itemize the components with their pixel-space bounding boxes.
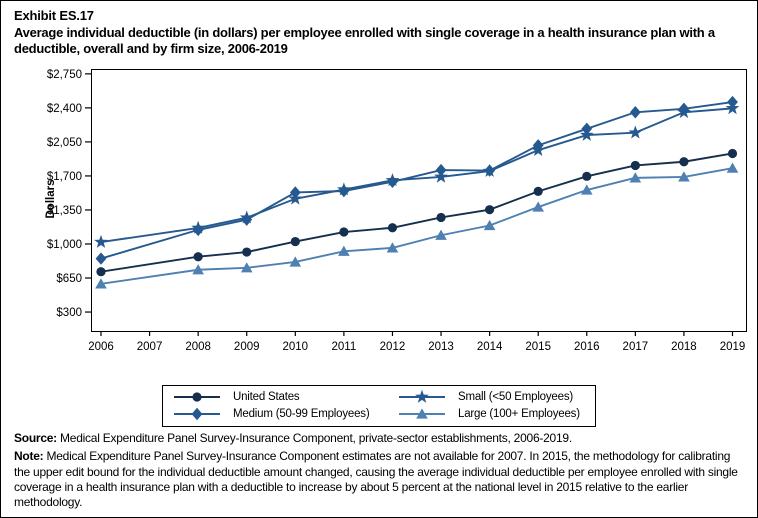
circle-marker [582, 171, 592, 181]
y-tick-label: $2,400 [47, 103, 82, 115]
triangle-up-marker [240, 262, 253, 273]
x-tick-label: 2013 [428, 341, 454, 353]
note-text: Medical Expenditure Panel Survey-Insuran… [14, 449, 738, 510]
legend-label: Medium (50-99 Employees) [233, 408, 370, 420]
x-tick-label: 2008 [185, 341, 211, 353]
circle-marker [679, 157, 689, 167]
diamond-marker [435, 163, 447, 177]
triangle-up-marker [629, 172, 642, 183]
x-tick-label: 2019 [720, 341, 746, 353]
star-marker [94, 234, 108, 248]
star-marker [628, 125, 643, 139]
circle-marker [193, 252, 203, 262]
x-tick-label: 2011 [332, 341, 357, 353]
circle-marker [630, 160, 640, 171]
diamond-marker [678, 102, 690, 116]
triangle-up-marker [289, 256, 302, 267]
diamond-marker [338, 184, 350, 198]
line-chart: $300 $650 $1,000 $1,350 $1,700 $2,050 $2,400 $2… [47, 69, 747, 353]
diamond-legend-icon [174, 407, 220, 421]
circle-marker [436, 212, 446, 223]
circle-marker [290, 236, 300, 247]
legend-item-small-50-employees: Small (<50 Employees) [398, 389, 583, 405]
source-label: Source: [14, 431, 57, 445]
triangle-up-marker [192, 264, 204, 275]
footer-block: Source: Medical Expenditure Panel Survey… [14, 431, 745, 511]
x-tick-label: 2007 [137, 341, 163, 353]
source-text: Medical Expenditure Panel Survey-Insuran… [60, 431, 572, 445]
triangle-up-marker [726, 162, 739, 173]
diamond-marker [387, 175, 398, 188]
circle-marker [485, 205, 495, 215]
triangle-up-marker [435, 229, 447, 240]
diamond-marker [484, 164, 496, 177]
y-tick-label: $1,700 [47, 171, 82, 183]
diamond-marker [532, 139, 544, 152]
circle-marker [727, 148, 738, 159]
title-block: Exhibit ES.17 Average individual deducti… [14, 8, 749, 58]
triangle-up-marker [580, 184, 593, 195]
y-tick-label: $2,050 [47, 137, 82, 149]
legend-label: Large (100+ Employees) [458, 408, 580, 420]
note-label: Note: [14, 449, 44, 464]
x-tick-label: 2017 [623, 341, 649, 353]
circle-marker [96, 267, 106, 277]
chart-title: Average individual deductible (in dollar… [14, 25, 715, 57]
x-tick-label: 2015 [525, 341, 551, 353]
diamond-marker [95, 252, 107, 265]
triangle-up-marker [483, 219, 496, 231]
triangle-up-marker [338, 245, 350, 256]
circle-marker [339, 227, 349, 237]
diamond-marker [581, 122, 593, 135]
diamond-marker [629, 106, 641, 119]
legend-item-medium-50-99-employees: Medium (50-99 Employees) [173, 406, 398, 422]
y-tick-label: $300 [56, 307, 82, 319]
legend-item-united-states: United States [173, 389, 398, 405]
x-tick-label: 2009 [234, 341, 260, 353]
legend-label: Small (<50 Employees) [458, 391, 574, 403]
x-tick-label: 2012 [380, 341, 406, 353]
circle-marker [242, 247, 252, 257]
x-tick-label: 2006 [88, 341, 114, 353]
y-tick-label: $650 [56, 273, 82, 285]
triangle-up-marker [386, 242, 399, 253]
x-tick-label: 2014 [477, 341, 503, 353]
source-line: Source: Medical Expenditure Panel Survey… [14, 431, 745, 446]
legend-label: United States [233, 391, 300, 403]
exhibit-number: Exhibit ES.17 [14, 8, 94, 23]
circle-marker [533, 186, 543, 196]
x-tick-label: 2010 [283, 341, 309, 353]
y-tick-label: $1,350 [47, 205, 82, 217]
legend: United States Small (<50 Employees) Medium… [162, 385, 596, 427]
x-tick-label: 2016 [574, 341, 600, 353]
plot-frame [91, 69, 747, 332]
circle-marker [387, 223, 398, 233]
diamond-marker [727, 95, 738, 109]
triangle-up-marker [678, 171, 690, 182]
y-tick-label: $2,750 [47, 69, 82, 81]
triangle-up-marker [532, 201, 544, 212]
x-tick-label: 2018 [671, 341, 697, 353]
diamond-marker [192, 223, 204, 237]
legend-item-large-100-employees: Large (100+ Employees) [398, 406, 583, 422]
triangle-up-legend-icon [399, 408, 445, 419]
star-legend-icon [399, 389, 445, 403]
triangle-up-marker [95, 278, 107, 289]
note-line: Note: Medical Expenditure Panel Survey-I… [14, 449, 745, 510]
circle-legend-icon [174, 392, 220, 402]
y-tick-label: $1,000 [47, 239, 82, 251]
